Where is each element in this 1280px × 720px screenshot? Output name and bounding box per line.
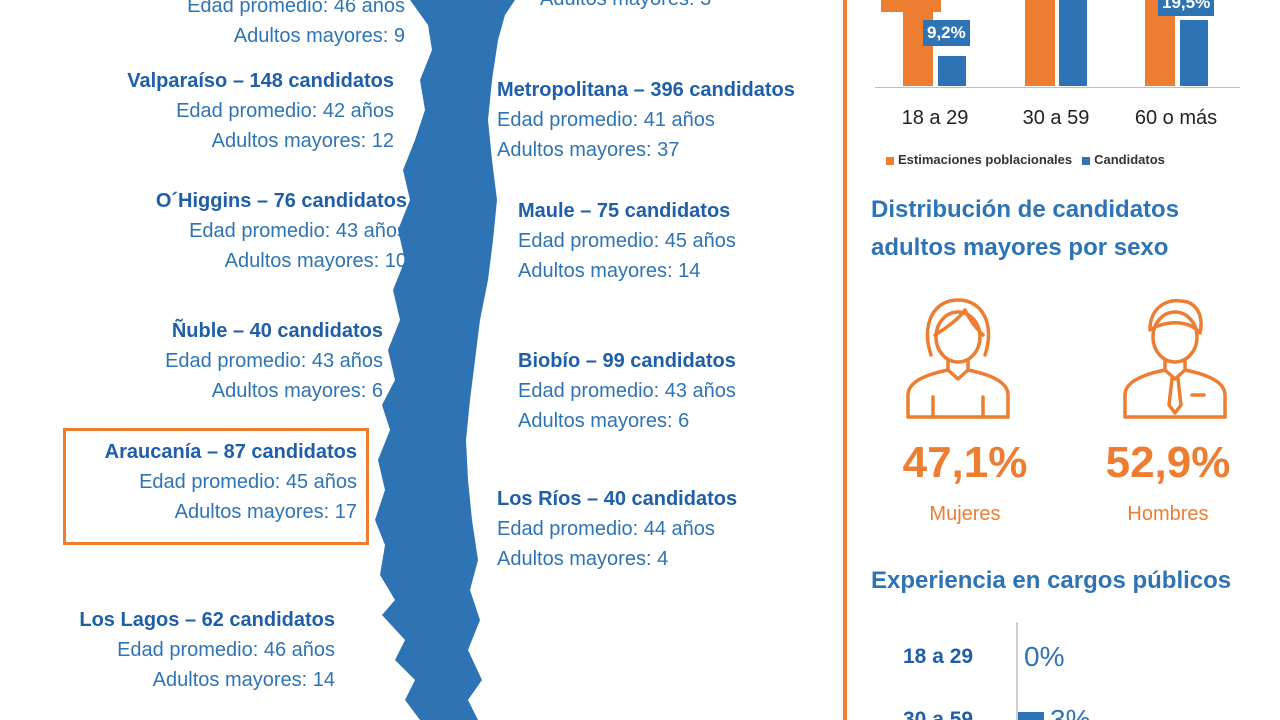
men-label: Hombres xyxy=(1127,503,1209,525)
men-percentage: 52,9% xyxy=(1105,438,1231,487)
experience-row-value: 0% xyxy=(1024,641,1065,672)
category-label: 60 o más xyxy=(1134,107,1218,129)
region-stat-age: Edad promedio: 43 años xyxy=(518,380,736,402)
experience-row-label: 30 a 59 xyxy=(903,708,974,720)
region-maule: Maule – 75 candidatos Edad promedio: 45 … xyxy=(518,196,878,286)
region-stat-elderly: Adultos mayores: 3 xyxy=(540,0,900,14)
region-name: Araucanía – 87 candidatos xyxy=(104,441,357,463)
category-label: 18 a 29 xyxy=(901,107,969,129)
experience-row-value: 3% xyxy=(1050,704,1091,720)
region-stat-age: Edad promedio: 43 años xyxy=(189,220,407,242)
sex-section-title-line1: Distribución de candidatos xyxy=(871,196,1180,223)
region-araucania: Araucanía – 87 candidatos Edad promedio:… xyxy=(0,437,357,527)
chart-axis xyxy=(875,87,1240,88)
region-stat-age: Edad promedio: 43 años xyxy=(165,350,383,372)
region-los-rios: Los Ríos – 40 candidatos Edad promedio: … xyxy=(497,484,857,574)
man-icon xyxy=(1123,298,1227,419)
category-label: 30 a 59 xyxy=(1022,107,1090,129)
region-name: Valparaíso – 148 candidatos xyxy=(127,70,394,92)
region-stat-age: Edad promedio: 42 años xyxy=(176,100,394,122)
bar-candidates-60-plus xyxy=(1180,20,1208,86)
region-stat-age: Edad promedio: 46 años xyxy=(117,639,335,661)
region-stat-elderly: Adultos mayores: 14 xyxy=(518,260,701,282)
region-name: Ñuble – 40 candidatos xyxy=(171,320,383,342)
region-stat-elderly: Adultos mayores: 6 xyxy=(518,410,690,432)
region-metropolitana: Metropolitana – 396 candidatos Edad prom… xyxy=(497,75,857,165)
region-stat-age: Edad promedio: 45 años xyxy=(518,230,736,252)
experience-bar xyxy=(1018,712,1044,720)
region-stat-age: Edad promedio: 41 años xyxy=(497,109,715,131)
bar-candidates-18-29 xyxy=(938,56,966,86)
region-top-right: Adultos mayores: 3 xyxy=(540,0,900,14)
panel-divider xyxy=(843,0,847,720)
region-stat-elderly: Adultos mayores: 10 xyxy=(224,250,407,272)
region-name: Maule – 75 candidatos xyxy=(518,200,731,222)
legend-item-candidates: Candidatos xyxy=(1082,152,1165,167)
bar-candidates-30-59 xyxy=(1059,0,1087,86)
region-name: Metropolitana – 396 candidatos xyxy=(497,79,795,101)
experience-row-label: 18 a 29 xyxy=(903,645,974,668)
chart-legend: Estimaciones poblacionales Candidatos xyxy=(886,152,1165,167)
region-name: O´Higgins – 76 candidatos xyxy=(155,190,407,212)
legend-label: Candidatos xyxy=(1094,152,1165,167)
region-stat-age: Edad promedio: 46 años xyxy=(187,0,405,17)
region-ohiggins: O´Higgins – 76 candidatos Edad promedio:… xyxy=(47,186,407,276)
region-stat-elderly: Adultos mayores: 14 xyxy=(152,669,335,691)
bar-population-30-59 xyxy=(1025,0,1055,86)
araucania-highlight-box xyxy=(63,428,369,545)
region-stat-elderly: Adultos mayores: 17 xyxy=(174,501,357,523)
region-valparaiso: Valparaíso – 148 candidatos Edad promedi… xyxy=(34,66,394,156)
bar-label-candidates-18-29: 9,2% xyxy=(923,20,970,46)
region-top-left: Edad promedio: 46 años Adultos mayores: … xyxy=(45,0,405,51)
experience-title: Experiencia en cargos públicos xyxy=(871,567,1232,594)
region-nuble: Ñuble – 40 candidatos Edad promedio: 43 … xyxy=(23,316,383,406)
region-los-lagos: Los Lagos – 62 candidatos Edad promedio:… xyxy=(0,605,335,695)
region-stat-elderly: Adultos mayores: 37 xyxy=(497,139,680,161)
experience-axis xyxy=(1016,622,1018,720)
woman-icon xyxy=(906,298,1010,419)
women-percentage: 47,1% xyxy=(902,438,1028,487)
region-biobio: Biobío – 99 candidatos Edad promedio: 43… xyxy=(518,346,878,436)
region-name: Biobío – 99 candidatos xyxy=(518,350,736,372)
chile-silhouette xyxy=(375,0,515,720)
sex-section-title-line2: adultos mayores por sexo xyxy=(871,234,1169,261)
region-stat-elderly: Adultos mayores: 4 xyxy=(497,548,669,570)
region-name: Los Lagos – 62 candidatos xyxy=(79,609,335,631)
women-label: Mujeres xyxy=(929,503,1001,525)
region-stat-age: Edad promedio: 44 años xyxy=(497,518,715,540)
region-stat-elderly: Adultos mayores: 12 xyxy=(211,130,394,152)
bar-label-candidates-60-plus: 19,5% xyxy=(1158,0,1215,16)
region-stat-elderly: Adultos mayores: 9 xyxy=(233,25,405,47)
region-stat-elderly: Adultos mayores: 6 xyxy=(211,380,383,402)
region-stat-age: Edad promedio: 45 años xyxy=(139,471,357,493)
region-name: Los Ríos – 40 candidatos xyxy=(497,488,738,510)
legend-item-population: Estimaciones poblacionales xyxy=(886,152,1072,167)
bar-label-population-18-29 xyxy=(881,0,941,12)
legend-label: Estimaciones poblacionales xyxy=(898,152,1073,167)
